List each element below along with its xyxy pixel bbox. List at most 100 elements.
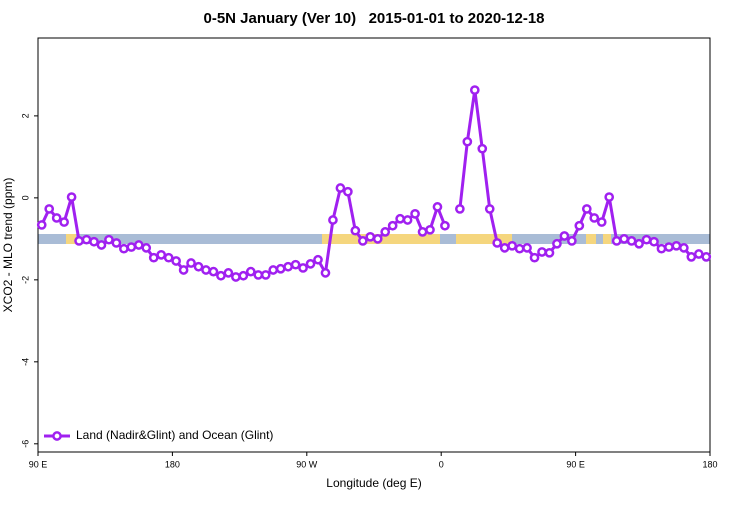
data-point [544, 247, 555, 258]
data-point [440, 220, 450, 231]
data-point [529, 252, 540, 263]
data-point [81, 234, 92, 245]
data-point [357, 236, 368, 246]
data-point [492, 238, 503, 248]
data-point [537, 247, 547, 257]
x-tick-label: 180 [702, 459, 717, 469]
legend-marker [52, 431, 62, 441]
y-tick-label: -4 [20, 358, 30, 366]
data-point [611, 236, 622, 246]
y-axis-label: XCO2 - MLO trend (ppm) [1, 178, 15, 313]
data-point [395, 213, 405, 224]
x-tick-label: 90 E [29, 459, 48, 469]
data-point [89, 236, 99, 247]
data-point [484, 204, 495, 214]
data-point [372, 234, 383, 244]
data-point [462, 136, 473, 147]
data-point [343, 186, 353, 197]
data-point [671, 240, 682, 251]
data-point [119, 243, 129, 254]
data-point [305, 259, 316, 269]
data-point [455, 204, 465, 214]
plot-frame [37, 37, 711, 453]
data-point [634, 238, 644, 249]
data-point [656, 243, 667, 254]
data-point [231, 272, 241, 282]
data-point [238, 270, 249, 281]
data-point [626, 236, 637, 246]
data-point [693, 249, 704, 259]
data-point [402, 215, 413, 225]
data-point [290, 259, 301, 270]
y-tick-label: -6 [20, 440, 30, 448]
data-point [36, 220, 47, 230]
data-point [432, 202, 443, 212]
data-point [686, 252, 697, 262]
data-point [59, 217, 69, 227]
x-tick-label: 180 [165, 459, 180, 469]
y-tick-label: 0 [20, 195, 30, 200]
data-point [596, 217, 607, 227]
land-band [456, 234, 512, 244]
legend-label: Land (Nadir&Glint) and Ocean (Glint) [76, 428, 273, 442]
data-point [499, 243, 510, 253]
data-point [581, 204, 592, 214]
data-point [51, 213, 62, 223]
data-point [148, 252, 159, 263]
data-point [253, 270, 264, 280]
data-point [283, 261, 293, 272]
data-point [514, 243, 525, 254]
data-point [604, 192, 615, 202]
data-point [507, 240, 517, 251]
data-point [260, 270, 271, 280]
data-point [193, 261, 204, 272]
data-point [104, 234, 114, 245]
data-point [111, 238, 122, 248]
land-band [586, 234, 596, 244]
data-point [96, 240, 107, 250]
data-point [387, 220, 398, 231]
data-point [552, 238, 562, 249]
data-point [328, 215, 338, 225]
y-tick-label: 2 [20, 113, 30, 118]
data-point [350, 225, 361, 236]
data-point [410, 208, 420, 219]
data-point [126, 242, 137, 252]
data-point [477, 143, 488, 154]
data-point [365, 231, 376, 242]
data-point [171, 256, 181, 266]
data-point [619, 234, 629, 244]
data-point [522, 243, 532, 253]
data-point [567, 236, 577, 246]
data-point [589, 213, 600, 223]
data-point [268, 265, 279, 275]
data-point [574, 220, 585, 231]
chart-title: 0-5N January (Ver 10) 2015-01-01 to 2020… [203, 10, 544, 27]
data-point [679, 243, 689, 253]
data-point [275, 263, 286, 274]
data-point [163, 252, 174, 263]
x-tick-label: 90 E [566, 459, 585, 469]
data-point [156, 249, 167, 260]
data-point [335, 183, 346, 193]
data-point [74, 236, 84, 246]
data-point [559, 231, 570, 241]
data-point [178, 265, 189, 275]
data-point [223, 268, 234, 278]
land-band [603, 234, 611, 244]
data-point [649, 236, 659, 247]
data-point [380, 227, 391, 237]
data-point [320, 268, 331, 278]
data-point [216, 270, 226, 281]
data-point [208, 266, 219, 277]
x-axis-label: Longitude (deg E) [326, 476, 421, 490]
x-tick-label: 90 W [296, 459, 318, 469]
data-point [133, 240, 144, 250]
x-tick-label: 0 [439, 459, 444, 469]
data-point [298, 263, 308, 273]
data-point [425, 224, 435, 235]
data-point [66, 192, 77, 202]
data-point [245, 266, 256, 277]
data-point [141, 243, 152, 253]
